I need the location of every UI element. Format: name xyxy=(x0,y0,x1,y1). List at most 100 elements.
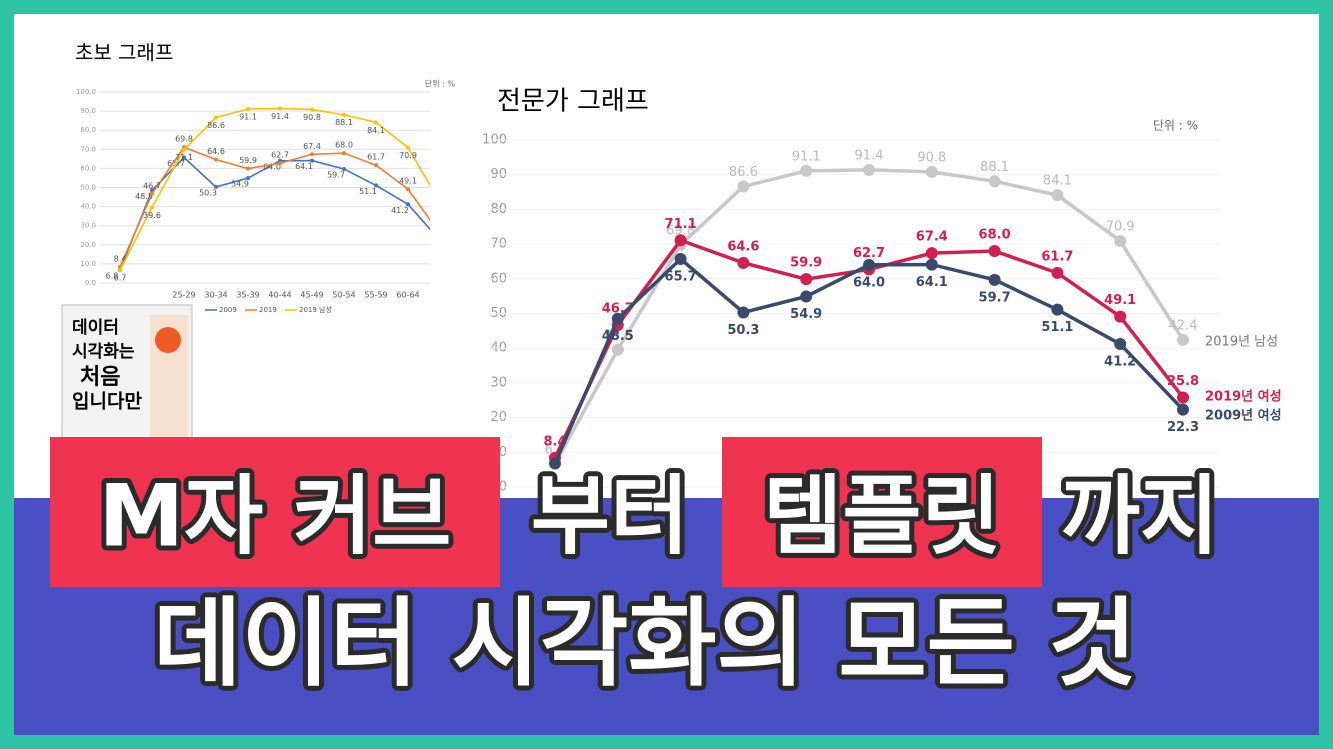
data-label: 25.8 xyxy=(1167,374,1199,389)
data-label: 59.9 xyxy=(239,156,257,165)
x-tick-label: 55-59 xyxy=(364,291,387,300)
point xyxy=(342,151,346,156)
data-label: 90.8 xyxy=(917,150,946,165)
point xyxy=(863,258,875,271)
point xyxy=(214,115,218,120)
headline-word: 까지 xyxy=(1061,466,1219,566)
book-cover: 데이터 시각화는 처음 입니다만 xyxy=(61,304,193,464)
data-label: 51.1 xyxy=(359,187,377,196)
data-label: 22.3 xyxy=(1167,420,1199,435)
point xyxy=(1114,234,1127,247)
data-label: 48.5 xyxy=(135,192,153,201)
x-tick-label: 60-64 xyxy=(396,291,419,300)
data-label: 48.5 xyxy=(602,329,634,344)
point xyxy=(1177,391,1189,404)
book-title: 데이터 xyxy=(72,318,119,338)
unit-label: 단위 : % xyxy=(1153,119,1198,133)
data-label: 50.3 xyxy=(199,188,217,197)
point xyxy=(342,166,346,171)
point xyxy=(1177,403,1189,416)
data-label: 61.7 xyxy=(1041,249,1073,264)
data-label: 59.9 xyxy=(790,256,822,271)
book-title: 시각화는 xyxy=(72,342,135,362)
point xyxy=(310,158,314,163)
point xyxy=(374,120,378,125)
book-badge xyxy=(155,327,181,353)
y-tick-label: 90.0 xyxy=(80,107,96,115)
data-label: 41.2 xyxy=(1104,355,1136,370)
point xyxy=(1051,266,1064,279)
data-label: 61.7 xyxy=(367,153,385,162)
legend-label: 2009년 여성 xyxy=(1205,408,1282,424)
data-label: 91.4 xyxy=(271,112,289,121)
headline-word: 부터 xyxy=(531,466,689,566)
data-label: 42.4 xyxy=(1169,318,1198,333)
point xyxy=(800,164,813,177)
book-title: 입니다만 xyxy=(72,391,142,413)
y-tick-label: 70.0 xyxy=(80,145,96,153)
y-tick-label: 0.0 xyxy=(85,279,96,287)
point xyxy=(1114,338,1127,351)
y-tick-label: 60.0 xyxy=(80,164,96,172)
point xyxy=(246,176,250,181)
data-label: 91.1 xyxy=(239,112,257,121)
y-tick-label: 20.0 xyxy=(80,241,96,249)
point xyxy=(118,268,122,273)
point xyxy=(611,343,624,356)
data-label: 64.0 xyxy=(263,162,281,171)
point xyxy=(214,184,218,189)
point xyxy=(310,152,314,157)
y-tick-label: 40.0 xyxy=(80,203,96,211)
data-label: 70.9 xyxy=(1106,219,1135,234)
data-label: 71.1 xyxy=(665,217,697,232)
point xyxy=(214,157,218,162)
x-tick-label: 45-49 xyxy=(300,291,323,300)
highlight-box xyxy=(50,437,500,587)
point xyxy=(611,312,624,325)
data-label: 64.0 xyxy=(853,275,885,290)
data-label: 46.7 xyxy=(143,181,161,190)
point xyxy=(674,253,687,266)
data-label: 50.3 xyxy=(727,323,759,338)
legend-label: 2019년 남성 xyxy=(1205,335,1278,350)
data-label: 65.7 xyxy=(665,270,697,285)
data-label: 84.1 xyxy=(1043,174,1072,189)
point xyxy=(374,163,378,168)
point xyxy=(800,290,813,303)
point xyxy=(925,165,938,178)
x-tick-label: 50-54 xyxy=(332,291,355,300)
point xyxy=(737,180,750,193)
point xyxy=(406,145,410,150)
point xyxy=(988,245,1001,258)
data-label: 64.6 xyxy=(207,147,225,156)
data-label: 6.7 xyxy=(114,274,127,283)
point xyxy=(246,106,250,111)
y-tick-label: 80.0 xyxy=(80,126,96,134)
point xyxy=(737,306,750,319)
point xyxy=(406,187,410,192)
point xyxy=(925,247,938,260)
x-tick-label: 40-44 xyxy=(268,291,291,300)
point xyxy=(374,183,378,188)
data-label: 39.6 xyxy=(143,211,161,220)
expert-title: 전문가 그래프 xyxy=(497,87,649,117)
point xyxy=(246,166,250,171)
highlight-box xyxy=(722,437,1042,587)
y-tick-label: 50.0 xyxy=(80,184,96,192)
point xyxy=(925,258,938,271)
data-label: 71.1 xyxy=(175,153,193,162)
data-label: 84.1 xyxy=(367,126,385,135)
data-label: 88.1 xyxy=(335,118,353,127)
point xyxy=(1177,333,1189,346)
x-tick-label: 30-34 xyxy=(204,291,227,300)
data-label: 6.8 xyxy=(106,272,119,281)
point xyxy=(182,155,186,160)
data-label: 88.1 xyxy=(980,160,1009,175)
x-tick-label: 25-29 xyxy=(172,291,195,300)
headline-line: 데이터 시각화의 모든 것 xyxy=(153,587,1136,699)
point xyxy=(182,147,186,152)
data-label: 68.0 xyxy=(979,228,1011,243)
point xyxy=(406,202,410,207)
point xyxy=(150,205,154,210)
